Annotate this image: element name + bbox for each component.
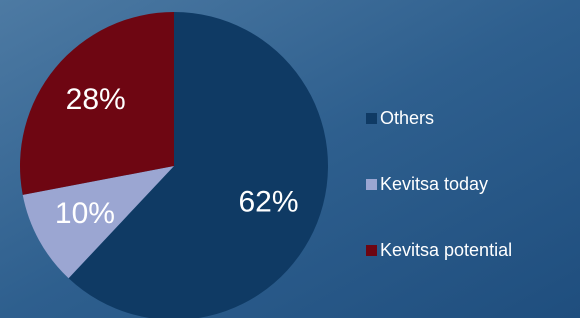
chart: 62% 10% 28% Others Kevitsa today Kevitsa pote… xyxy=(0,0,580,318)
legend-swatch xyxy=(366,179,377,190)
legend-label: Others xyxy=(380,108,434,128)
value-label: 62% xyxy=(238,185,298,218)
legend-swatch xyxy=(366,245,377,256)
legend-swatch xyxy=(366,113,377,124)
legend-label: Kevitsa today xyxy=(380,174,488,194)
value-label: 10% xyxy=(55,197,115,230)
legend-label: Kevitsa potential xyxy=(380,240,512,260)
value-label: 28% xyxy=(66,83,126,116)
page: {"chart_data": {"type": "pie", "categori… xyxy=(0,0,580,318)
